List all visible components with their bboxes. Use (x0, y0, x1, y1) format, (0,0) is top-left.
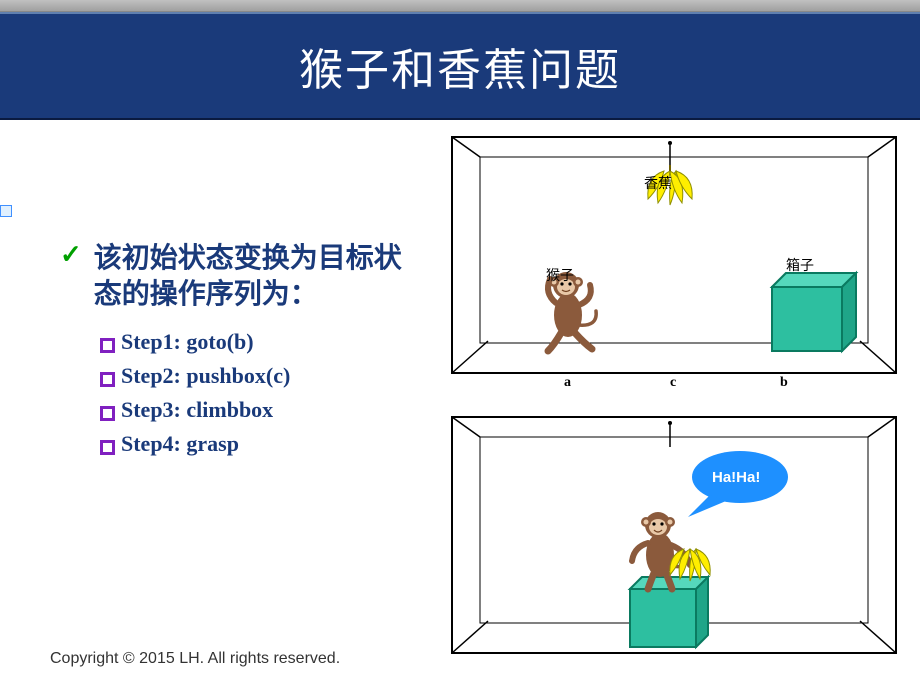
step-text: Step2: pushbox(c) (121, 363, 290, 388)
box-label: 箱子 (786, 255, 814, 275)
main-bullet: ✓ 该初始状态变换为目标状态的操作序列为： (60, 240, 440, 313)
slide-title: 猴子和香蕉问题 (299, 34, 621, 98)
tick-b: b (780, 375, 788, 391)
speech-text: Ha!Ha! (712, 469, 760, 486)
banana-label: 香蕉 (644, 173, 672, 193)
bullet-square-icon (100, 372, 115, 387)
list-item: Step2: pushbox(c) (100, 363, 440, 389)
step-text: Step4: grasp (121, 431, 239, 456)
room-svg (440, 405, 908, 665)
diagram-pane: 香蕉 猴子 箱子 a c b (440, 125, 915, 685)
step-list: Step1: goto(b) Step2: pushbox(c) Step3: … (100, 329, 440, 457)
bullet-square-icon (100, 338, 115, 353)
list-item: Step4: grasp (100, 431, 440, 457)
list-item: Step3: climbbox (100, 397, 440, 423)
room-svg (440, 125, 908, 385)
tick-a: a (564, 375, 571, 391)
checkmark-icon: ✓ (60, 240, 82, 269)
title-band: 猴子和香蕉问题 (0, 12, 920, 120)
tick-c: c (670, 375, 676, 391)
diagram-initial: 香蕉 猴子 箱子 a c b (440, 125, 908, 385)
step-text: Step1: goto(b) (121, 329, 254, 354)
window-topbar (0, 0, 920, 12)
copyright-text: Copyright © 2015 LH. All rights reserved… (50, 650, 340, 668)
step-text: Step3: climbbox (121, 397, 273, 422)
speech-bubble: Ha!Ha! (712, 469, 760, 487)
bullet-square-icon (100, 406, 115, 421)
list-item: Step1: goto(b) (100, 329, 440, 355)
main-bullet-text: 该初始状态变换为目标状态的操作序列为： (94, 240, 424, 313)
bullet-square-icon (100, 440, 115, 455)
diagram-goal: Ha!Ha! (440, 405, 908, 665)
cursor-marker-icon (0, 205, 12, 217)
content-pane: ✓ 该初始状态变换为目标状态的操作序列为： Step1: goto(b) Ste… (0, 180, 440, 465)
monkey-label: 猴子 (546, 265, 574, 285)
